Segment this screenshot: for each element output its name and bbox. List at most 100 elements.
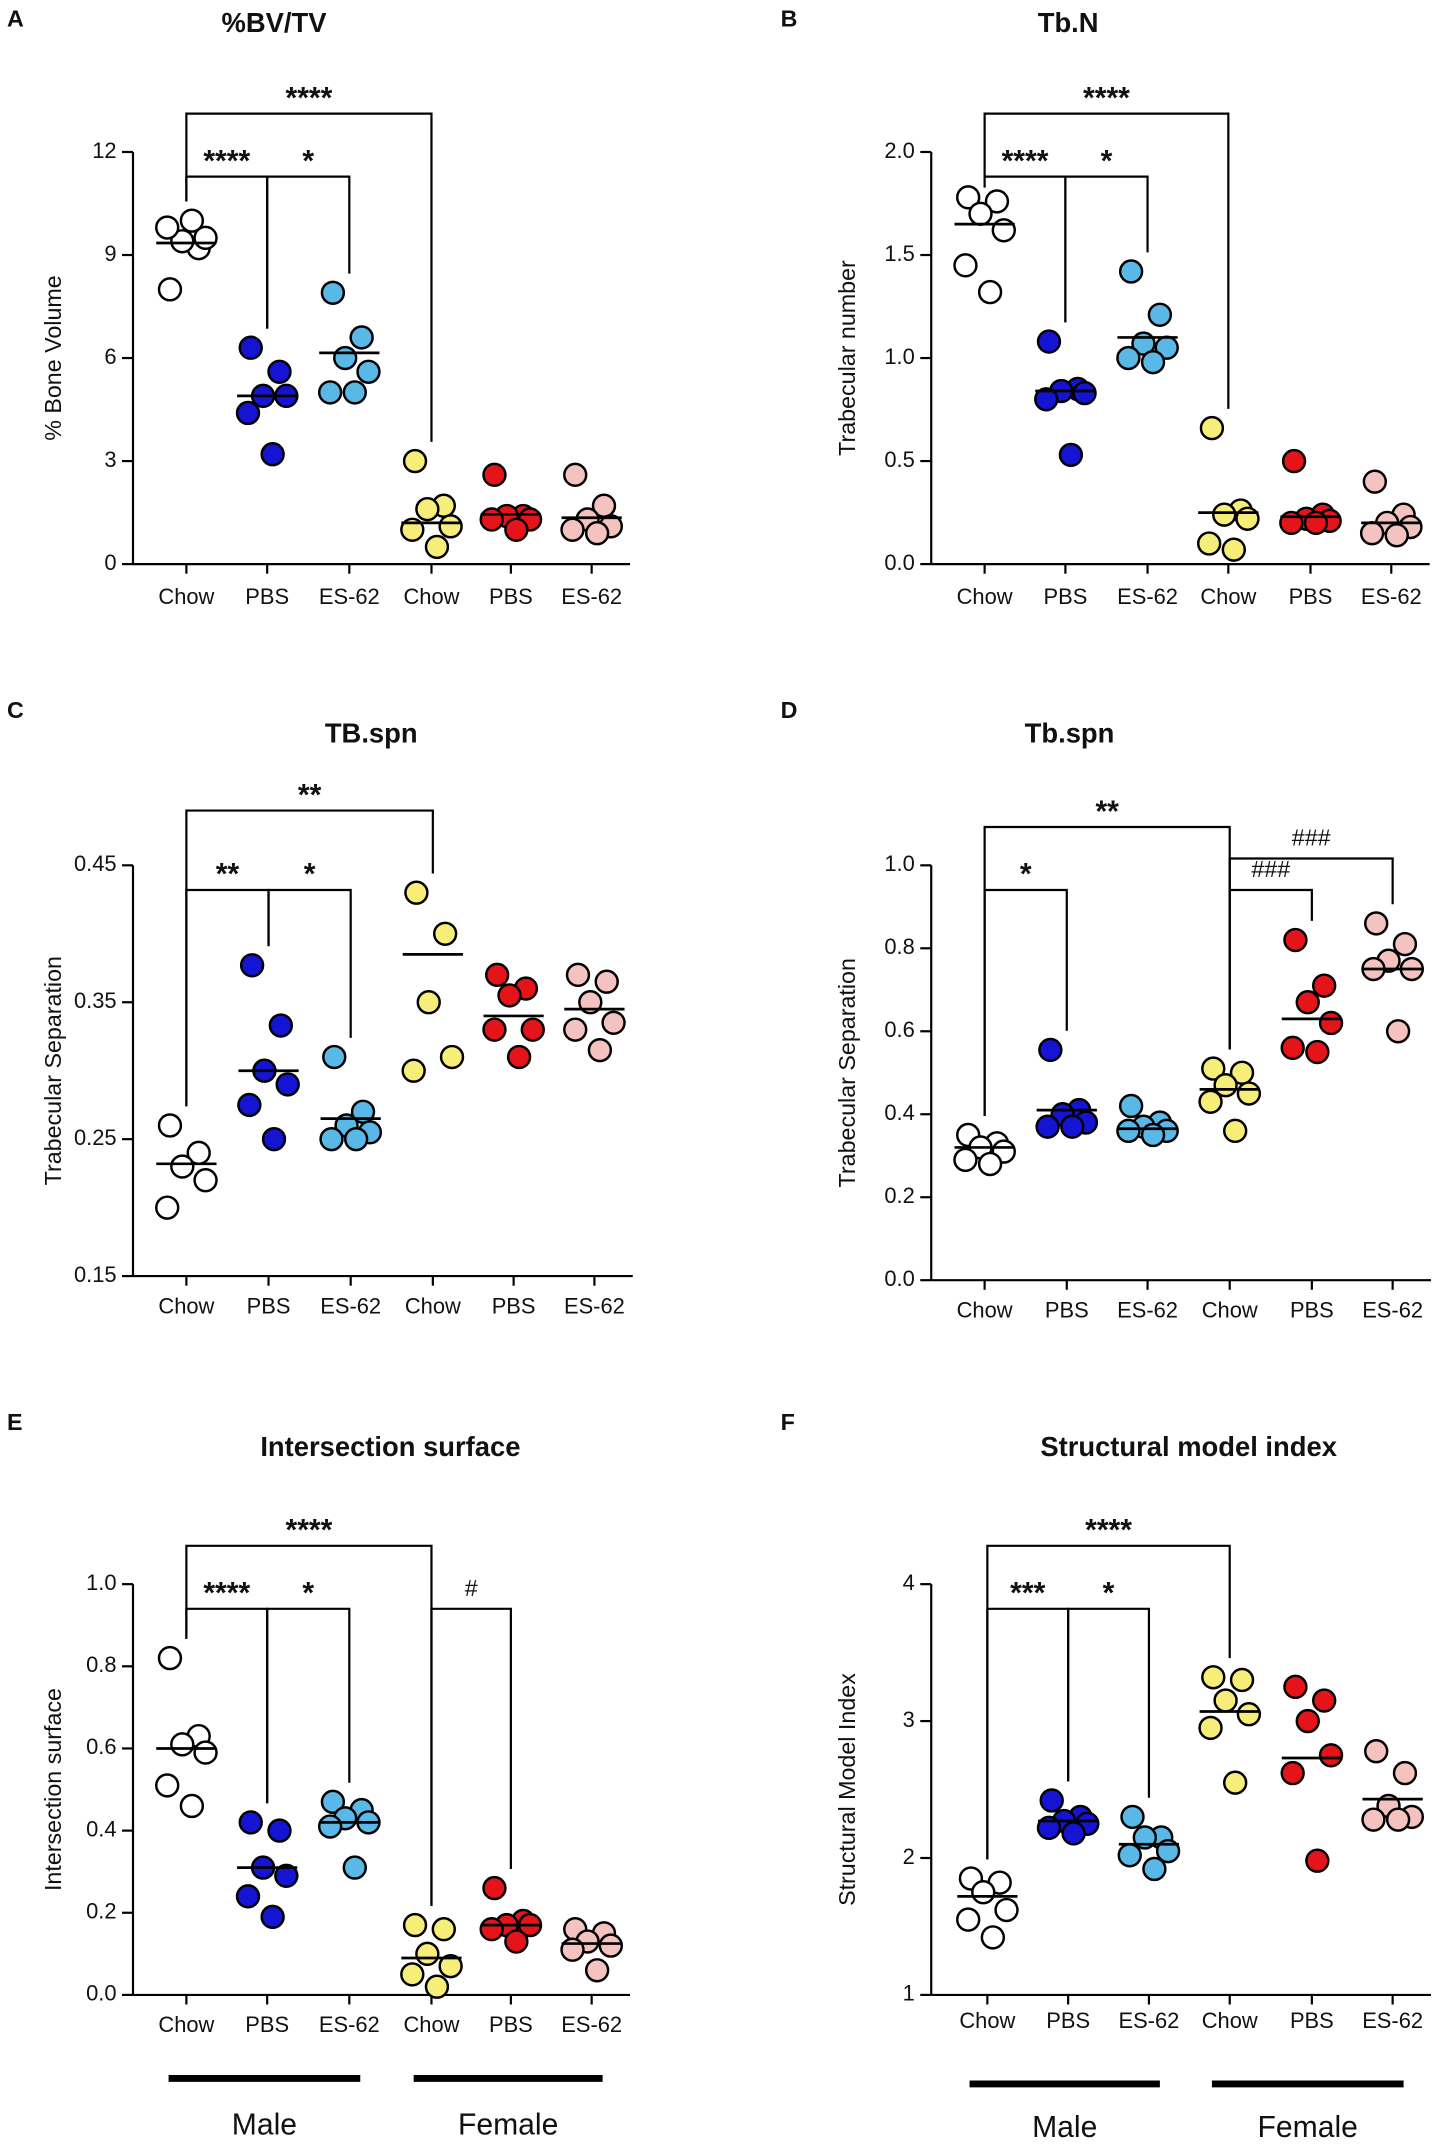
data-point: [984, 189, 1010, 214]
y-tick-label: 0.8: [884, 934, 914, 959]
x-tick-label: Chow: [158, 2012, 214, 2037]
x-tick-label: ES-62: [319, 2012, 380, 2037]
x-tick-label: Chow: [1202, 1297, 1258, 1322]
x-tick-label: ES-62: [1362, 1297, 1423, 1322]
data-point: [1361, 1807, 1386, 1832]
x-tick-label: PBS: [489, 584, 533, 609]
significance-label: **: [1095, 795, 1119, 828]
data-point: [267, 1818, 292, 1843]
y-tick-label: 0.6: [884, 1017, 914, 1042]
group-label: Female: [458, 2108, 558, 2141]
y-tick-label: 1.0: [884, 344, 914, 369]
y-tick-label: 2: [903, 1844, 915, 1869]
data-point: [157, 1113, 183, 1138]
significance-label: *: [304, 858, 316, 891]
data-point: [1359, 521, 1385, 546]
y-tick-label: 1: [903, 1981, 915, 2006]
data-point: [1221, 537, 1247, 562]
significance-bracket: [1228, 888, 1313, 1050]
data-point: [155, 1773, 180, 1798]
data-point: [1118, 1093, 1144, 1119]
data-point: [956, 185, 981, 210]
data-point: [333, 345, 358, 371]
x-tick-label: PBS: [1043, 584, 1087, 609]
significance-bracket: [185, 809, 434, 1107]
data-point: [1385, 1019, 1411, 1044]
data-point: [977, 1151, 1003, 1177]
data-point: [497, 983, 522, 1008]
significance-label: ****: [203, 1577, 250, 1610]
y-tick-label: 6: [104, 344, 116, 369]
y-axis-label: Trabecular Separation: [40, 956, 66, 1185]
significance-bracket: [266, 175, 351, 329]
x-tick-label: ES-62: [561, 2012, 622, 2037]
data-point: [157, 1645, 183, 1671]
data-point: [506, 1044, 532, 1070]
x-tick-label: ES-62: [1117, 1297, 1178, 1322]
x-tick-label: ES-62: [319, 584, 380, 609]
chart-title: Structural model index: [1040, 1431, 1337, 1462]
data-point: [170, 1154, 195, 1179]
data-point: [1318, 1010, 1344, 1036]
data-point: [598, 1933, 624, 1958]
y-tick-label: 3: [104, 447, 116, 472]
y-tick-label: 9: [104, 241, 116, 266]
significance-label: #: [465, 1575, 478, 1601]
data-point: [560, 517, 585, 542]
y-tick-label: 0.45: [74, 851, 117, 876]
data-point: [320, 1789, 346, 1815]
data-point: [560, 1937, 585, 1962]
data-point: [1140, 1122, 1166, 1148]
data-point: [1392, 931, 1418, 957]
data-point: [1295, 990, 1320, 1015]
significance-label: ###: [1251, 856, 1290, 882]
data-point: [504, 1929, 529, 1954]
data-point: [319, 1126, 344, 1152]
data-point: [317, 380, 343, 405]
data-point: [424, 534, 450, 560]
significance-bracket: [266, 1607, 351, 1804]
data-point: [275, 1072, 300, 1097]
significance-label: ****: [1085, 1514, 1132, 1547]
data-point: [400, 517, 425, 542]
significance-label: **: [298, 779, 322, 812]
data-point: [322, 1044, 347, 1070]
data-point: [584, 1958, 610, 1983]
data-point: [485, 962, 510, 988]
significance-label: *: [302, 1577, 314, 1610]
data-point: [1280, 1760, 1305, 1786]
x-tick-label: ES-62: [320, 1293, 381, 1318]
data-point: [1038, 1037, 1063, 1063]
data-point: [520, 1017, 545, 1042]
data-point: [320, 280, 346, 305]
y-tick-label: 3: [903, 1707, 915, 1732]
significance-bracket: [983, 888, 1068, 1116]
data-point: [400, 1962, 425, 1987]
data-point: [1311, 1688, 1337, 1713]
data-point: [1142, 1856, 1167, 1882]
data-point: [356, 359, 381, 384]
data-point: [482, 1875, 507, 1901]
data-point: [479, 1917, 504, 1942]
data-point: [587, 1037, 613, 1063]
x-tick-label: ES-62: [1117, 584, 1178, 609]
y-tick-label: 0.4: [884, 1100, 914, 1125]
y-tick-label: 0.0: [86, 1981, 116, 2006]
data-point: [274, 1863, 299, 1888]
data-point: [1229, 1667, 1255, 1693]
data-point: [1283, 927, 1308, 953]
data-point: [565, 962, 591, 988]
significance-label: ****: [203, 145, 250, 178]
data-point: [1364, 1739, 1389, 1764]
panel-letter: F: [781, 1409, 795, 1435]
data-point: [179, 1793, 205, 1819]
data-point: [1283, 1674, 1308, 1700]
y-tick-label: 0.0: [884, 550, 914, 575]
data-point: [1279, 510, 1304, 536]
data-point: [238, 335, 263, 360]
x-tick-label: PBS: [1290, 1297, 1334, 1322]
chart-title: TB.spn: [325, 717, 418, 748]
data-point: [261, 1126, 287, 1152]
data-point: [1116, 345, 1141, 371]
